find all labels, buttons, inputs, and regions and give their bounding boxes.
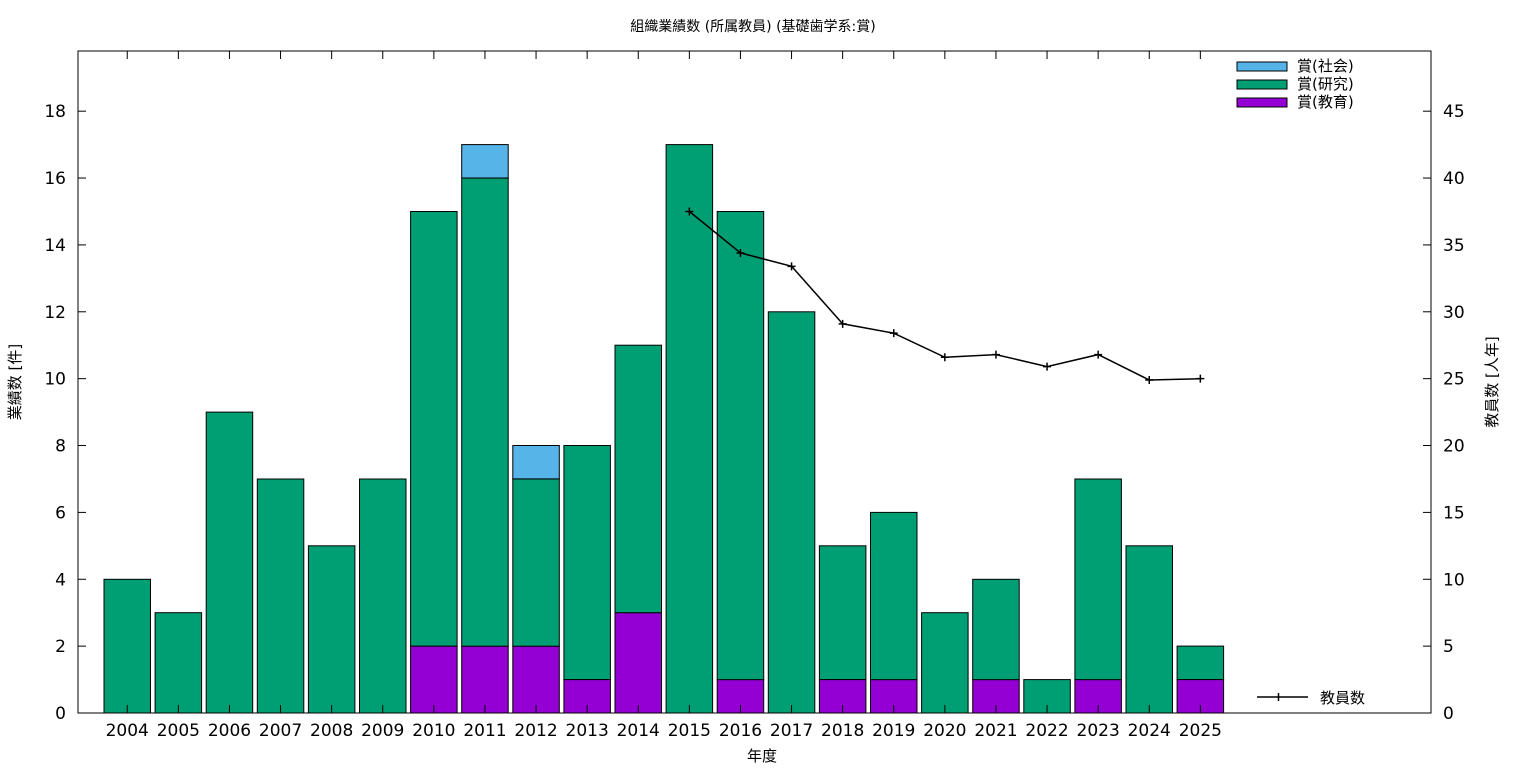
bar-2011-series-2 — [461, 144, 509, 179]
legend: 賞(社会)賞(研究)賞(教育) 教員数 — [1236, 57, 1365, 707]
x-axis-label: 年度 — [747, 747, 777, 765]
x-tick-label-2015: 2015 — [668, 721, 711, 741]
bar-2011-series-0 — [461, 645, 509, 714]
y-tick-label-12: 12 — [44, 303, 66, 323]
bar-2020-series-1 — [921, 612, 969, 714]
y2-tick-label-10: 10 — [1443, 570, 1465, 590]
x-tick-label-2018: 2018 — [821, 721, 864, 741]
staff-count-point-2017 — [787, 262, 796, 271]
x-tick-label-2005: 2005 — [157, 721, 200, 741]
staff-count-point-2024 — [1145, 375, 1154, 384]
legend-label-line: 教員数 — [1320, 689, 1365, 707]
legend-swatch-0 — [1236, 97, 1288, 108]
staff-count-point-2021 — [991, 350, 1000, 359]
bar-2016-series-1 — [716, 211, 765, 681]
y-tick-label-18: 18 — [44, 102, 66, 122]
y-tick-label-0: 0 — [55, 704, 66, 724]
staff-count-point-2016 — [736, 248, 745, 257]
y2-tick-label-25: 25 — [1443, 370, 1465, 390]
legend-swatch-2 — [1236, 61, 1288, 72]
x-tick-label-2022: 2022 — [1025, 721, 1068, 741]
bar-2014-series-1 — [614, 344, 662, 614]
staff-count-point-2020 — [940, 353, 949, 362]
bar-2007-series-1 — [256, 478, 305, 714]
x-tick-label-2021: 2021 — [974, 721, 1017, 741]
legend-label-0: 賞(教育) — [1297, 93, 1354, 111]
staff-count-point-2015 — [685, 207, 694, 216]
bar-2011-series-1 — [461, 177, 509, 647]
bar-2018-series-1 — [818, 545, 867, 680]
y-tick-label-14: 14 — [44, 236, 66, 256]
y-tick-label-6: 6 — [55, 503, 66, 523]
y-tick-label-2: 2 — [55, 637, 66, 657]
x-tick-label-2004: 2004 — [106, 721, 149, 741]
legend-label-2: 賞(社会) — [1297, 57, 1354, 75]
chart-title: 組織業績数 (所属教員) (基礎歯学系:賞) — [630, 18, 875, 35]
x-tick-label-2007: 2007 — [259, 721, 302, 741]
bar-2012-series-1 — [512, 478, 560, 647]
x-tick-label-2013: 2013 — [566, 721, 609, 741]
y2-tick-label-5: 5 — [1443, 637, 1454, 657]
bar-2021-series-1 — [972, 578, 1020, 681]
bar-2015-series-1 — [665, 144, 714, 714]
staff-count-point-2022 — [1043, 362, 1052, 371]
bar-2024-series-1 — [1125, 545, 1173, 714]
y2-tick-label-20: 20 — [1443, 437, 1465, 457]
plot-frame — [77, 50, 1432, 714]
y2-axis-label: 教員数 [人年] — [1483, 336, 1501, 427]
bar-2004-series-1 — [103, 578, 151, 714]
staff-count-point-2019 — [889, 329, 898, 338]
bar-2013-series-1 — [563, 445, 611, 680]
bar-2012-series-2 — [512, 445, 560, 480]
bar-2006-series-1 — [205, 411, 254, 714]
bar-2025-series-1 — [1176, 645, 1225, 680]
bar-2019-series-1 — [870, 511, 918, 681]
y-axis-label: 業績数 [件] — [6, 344, 24, 420]
x-tick-label-2010: 2010 — [412, 721, 455, 741]
legend-swatch-1 — [1236, 79, 1288, 90]
x-tick-label-2016: 2016 — [719, 721, 762, 741]
y2-tick-label-40: 40 — [1443, 169, 1465, 189]
y-tick-label-16: 16 — [44, 169, 66, 189]
x-tick-label-2012: 2012 — [514, 721, 557, 741]
x-tick-label-2019: 2019 — [872, 721, 915, 741]
bar-2010-series-0 — [410, 645, 458, 714]
x-tick-label-2020: 2020 — [923, 721, 966, 741]
legend-label-1: 賞(研究) — [1297, 75, 1354, 93]
bar-2010-series-1 — [410, 211, 458, 647]
x-tick-label-2009: 2009 — [361, 721, 404, 741]
bar-2012-series-0 — [512, 645, 560, 714]
bar-group — [103, 144, 1225, 714]
x-tick-label-2014: 2014 — [617, 721, 660, 741]
staff-count-point-2025 — [1196, 374, 1205, 383]
line-group — [685, 207, 1205, 384]
y2-tick-label-15: 15 — [1443, 503, 1465, 523]
bar-2005-series-1 — [154, 612, 203, 714]
x-tick-label-2024: 2024 — [1128, 721, 1171, 741]
staff-count-point-2018 — [838, 319, 847, 328]
bar-2008-series-1 — [307, 545, 356, 714]
x-tick-label-2006: 2006 — [208, 721, 251, 741]
x-tick-label-2023: 2023 — [1077, 721, 1120, 741]
staff-count-point-2023 — [1094, 350, 1103, 359]
x-tick-label-2025: 2025 — [1179, 721, 1222, 741]
y-tick-label-8: 8 — [55, 437, 66, 457]
bar-2014-series-0 — [614, 612, 662, 714]
y-tick-label-4: 4 — [55, 570, 66, 590]
y2-tick-label-35: 35 — [1443, 236, 1465, 256]
y2-tick-label-0: 0 — [1443, 704, 1454, 724]
bar-2017-series-1 — [767, 311, 816, 714]
x-tick-label-2017: 2017 — [770, 721, 813, 741]
bar-2009-series-1 — [359, 478, 407, 714]
y2-tick-label-45: 45 — [1443, 102, 1465, 122]
bar-2023-series-1 — [1074, 478, 1122, 681]
x-tick-label-2011: 2011 — [463, 721, 506, 741]
y2-tick-label-30: 30 — [1443, 303, 1465, 323]
y-tick-label-10: 10 — [44, 370, 66, 390]
x-tick-label-2008: 2008 — [310, 721, 353, 741]
